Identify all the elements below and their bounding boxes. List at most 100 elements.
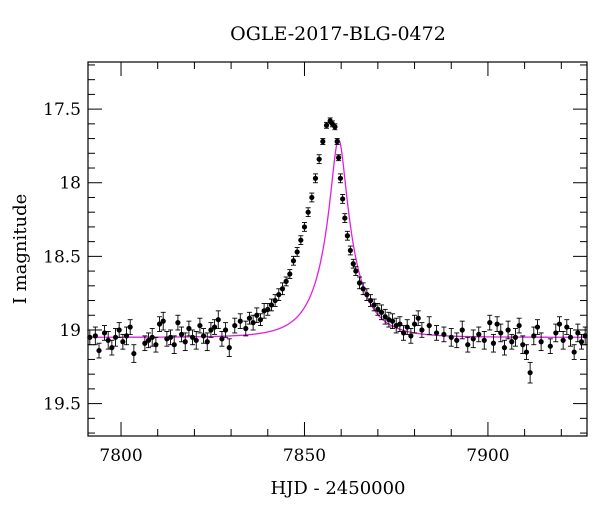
x-tick-label: 7900: [466, 446, 509, 466]
point-marker: [481, 337, 487, 343]
data-point: [476, 326, 482, 343]
data-point: [375, 303, 381, 316]
point-marker: [208, 327, 214, 333]
point-marker: [334, 138, 340, 145]
point-marker: [337, 175, 344, 181]
point-marker: [520, 342, 526, 348]
point-marker: [465, 342, 471, 348]
point-marker: [560, 337, 566, 343]
y-axis-label: I magnitude: [10, 194, 31, 305]
data-point: [283, 276, 289, 287]
data-point: [232, 317, 238, 334]
point-marker: [283, 278, 289, 284]
point-marker: [578, 339, 585, 345]
point-marker: [538, 339, 544, 345]
data-point: [382, 308, 388, 325]
data-point: [160, 311, 166, 331]
y-tick-label: 19.5: [43, 395, 81, 415]
point-marker: [145, 337, 152, 343]
data-point: [142, 335, 148, 352]
point-marker: [441, 331, 447, 338]
data-point: [465, 336, 471, 353]
point-marker: [336, 155, 342, 161]
x-axis-ticks: 7800 7850 7900: [99, 62, 562, 466]
point-marker: [149, 334, 155, 340]
point-marker: [556, 321, 563, 327]
data-point: [534, 319, 541, 335]
data-point: [470, 329, 476, 349]
data-point: [237, 313, 243, 329]
data-point: [340, 194, 346, 204]
point-marker: [454, 337, 460, 343]
point-marker: [340, 196, 346, 202]
data-point: [298, 235, 304, 246]
point-marker: [301, 224, 308, 230]
point-marker: [476, 331, 482, 338]
data-point: [323, 121, 330, 129]
data-point: [109, 339, 115, 356]
data-point: [490, 333, 497, 353]
data-point: [272, 294, 278, 307]
data-point: [197, 317, 203, 334]
data-point: [454, 332, 460, 349]
data-point: [516, 317, 522, 334]
point-marker: [171, 342, 177, 348]
point-marker: [498, 330, 504, 336]
point-marker: [222, 327, 229, 333]
data-point: [112, 328, 119, 347]
point-marker: [156, 321, 163, 327]
data-point: [523, 344, 530, 360]
plot-area: [87, 117, 588, 384]
point-marker: [433, 330, 440, 336]
data-point: [204, 332, 210, 352]
point-marker: [567, 334, 574, 340]
point-marker: [490, 340, 497, 346]
data-point: [320, 138, 326, 145]
point-marker: [415, 315, 421, 321]
data-point: [344, 230, 351, 241]
point-marker: [243, 325, 249, 332]
data-point: [208, 322, 214, 338]
point-marker: [175, 320, 181, 326]
point-marker: [501, 345, 508, 351]
data-point: [145, 332, 152, 349]
x-tick-label: 7850: [283, 446, 326, 466]
data-point: [243, 320, 249, 337]
data-point: [419, 322, 425, 338]
point-marker: [360, 286, 366, 292]
data-point: [337, 173, 344, 184]
point-marker: [120, 339, 126, 345]
data-point: [494, 316, 500, 332]
point-marker: [197, 322, 203, 329]
data-point: [309, 192, 315, 203]
data-point: [312, 173, 319, 184]
data-point: [175, 314, 181, 331]
point-marker: [448, 334, 454, 340]
chart-title: OGLE-2017-BLG-0472: [230, 23, 446, 45]
data-point: [189, 329, 196, 346]
point-marker: [494, 321, 500, 327]
point-marker: [112, 334, 119, 340]
data-point: [426, 316, 432, 335]
data-point: [527, 361, 533, 384]
point-marker: [246, 315, 253, 321]
data-point: [334, 138, 340, 145]
data-point: [290, 255, 297, 266]
point-marker: [232, 322, 238, 329]
data-point: [350, 258, 356, 269]
point-marker: [426, 322, 432, 329]
data-point: [575, 323, 581, 343]
point-marker: [305, 209, 311, 215]
data-point: [149, 328, 155, 347]
data-point: [512, 328, 519, 347]
point-marker: [419, 327, 425, 333]
data-point: [222, 322, 229, 338]
data-point: [538, 332, 544, 352]
data-point: [301, 222, 308, 232]
point-marker: [204, 339, 210, 345]
point-marker: [298, 237, 304, 243]
y-tick-label: 19: [59, 321, 81, 341]
point-marker: [320, 138, 326, 145]
point-marker: [189, 334, 196, 340]
point-marker: [408, 333, 414, 339]
